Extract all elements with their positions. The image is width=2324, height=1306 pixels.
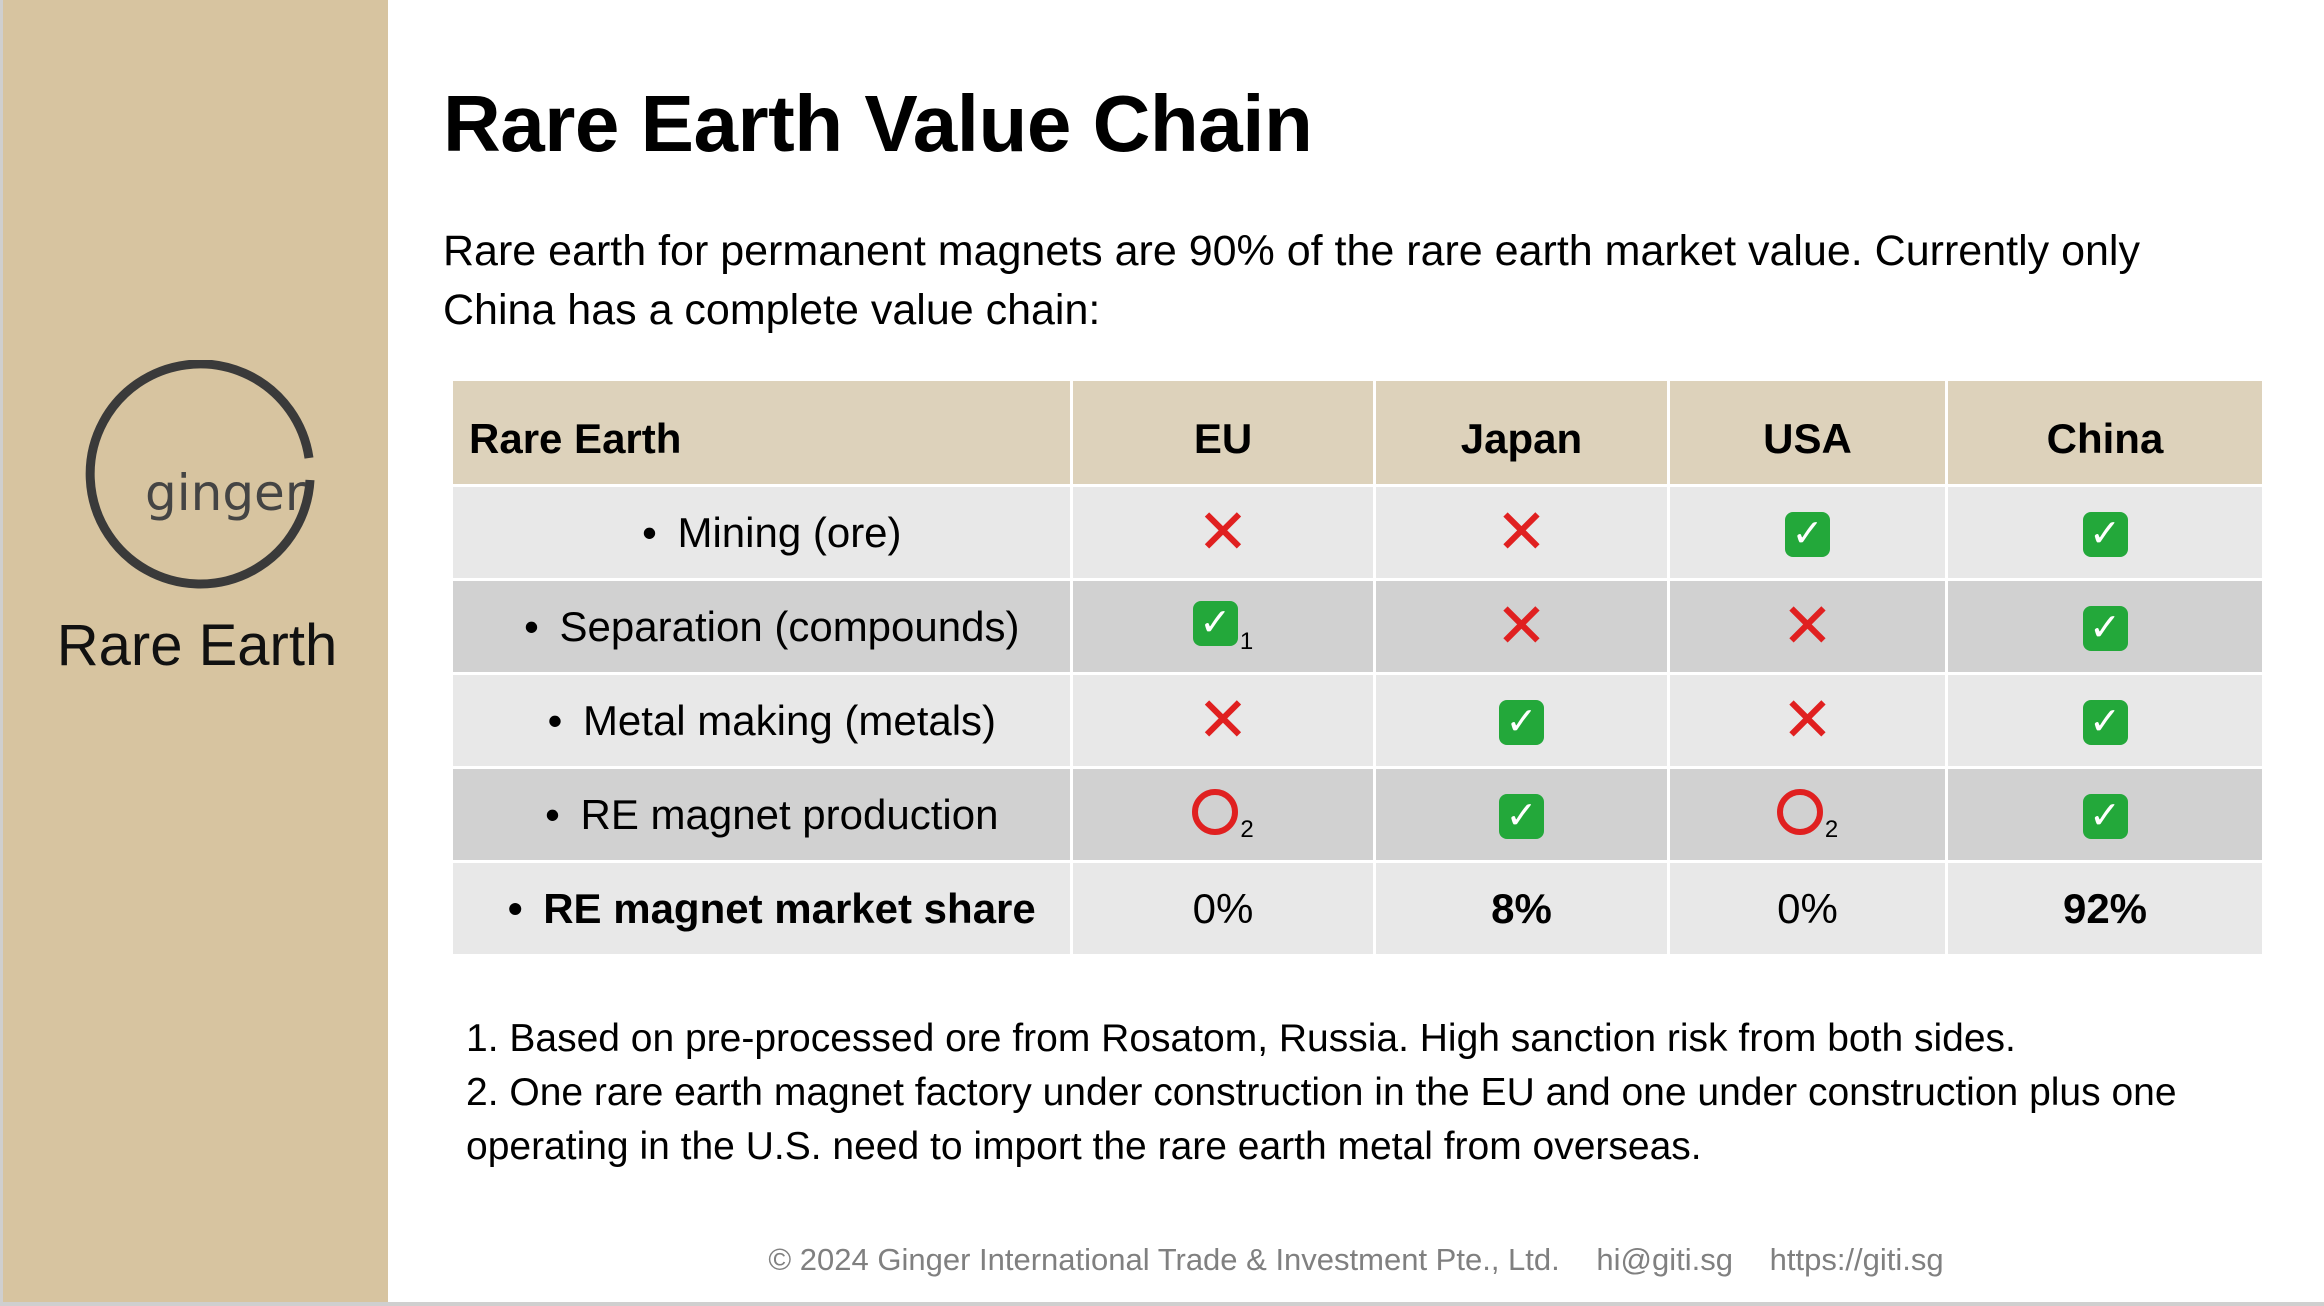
table-row: • RE magnet market share 0% 8% 0% 92% [450,860,2265,957]
table-cell: ✕ [1070,484,1376,581]
market-share-eu: 0% [1070,860,1376,957]
cross-icon: ✕ [1781,591,1834,661]
table-header-row: Rare Earth EU Japan USA China [450,378,2265,487]
check-icon: ✓ [1192,601,1238,647]
table-row: • Metal making (metals) ✕ ✓ ✕ ✓ [450,672,2265,769]
sidebar-title: Rare Earth [56,613,338,678]
bottom-divider [0,1302,2324,1306]
table-cell: ✓ [1945,766,2265,863]
row-label: • Separation (compounds) [450,578,1073,675]
bullet: • [642,508,657,556]
market-share-japan: 8% [1373,860,1670,957]
bullet: • [547,696,563,744]
sidebar: ginger Rare Earth [0,0,388,1306]
row-label-text: Separation (compounds) [559,602,1020,650]
footnotes: 1. Based on pre-processed ore from Rosat… [466,1012,2266,1174]
bullet: • [507,884,523,932]
ginger-logo: ginger [75,359,325,610]
check-icon: ✓ [2082,512,2128,558]
footnote-marker: 1 [1239,628,1254,655]
circle-icon [1776,788,1823,835]
footnote-1: 1. Based on pre-processed ore from Rosat… [466,1017,2016,1060]
table-row: • Separation (compounds) ✓ 1 ✕ ✕ ✓ [450,578,2265,675]
column-header: Rare Earth [450,378,1073,487]
table-cell: ✕ [1373,484,1670,581]
column-header: China [1945,378,2265,487]
logo-ring-icon: ginger [85,359,315,589]
intro-text: Rare earth for permanent magnets are 90%… [443,227,2140,334]
bullet: • [545,790,560,838]
cross-icon: ✕ [1197,497,1249,567]
row-label-text: RE magnet market share [543,884,1036,932]
circle-icon [1192,788,1239,835]
row-label-text: Mining (ore) [677,508,902,556]
table-row: • Mining (ore) ✕ ✕ ✓ ✓ [450,484,2265,581]
row-label: • RE magnet production [450,766,1073,863]
table-cell: ✓ [1945,672,2265,769]
table-cell: ✓ [1945,484,2265,581]
cross-icon: ✕ [1197,685,1249,755]
check-icon: ✓ [1499,794,1544,840]
cross-icon: ✕ [1495,591,1548,661]
footer-email[interactable]: hi@giti.sg [1596,1242,1733,1277]
check-icon: ✓ [2082,794,2128,840]
footer-url[interactable]: https://giti.sg [1769,1242,1944,1277]
row-label-text: RE magnet production [580,790,999,838]
page-title: Rare Earth Value Chain [443,79,1313,168]
table-row: • RE magnet production 2 ✓ 2 ✓ [450,766,2265,863]
table-cell: 2 [1667,766,1948,863]
table-cell: ✕ [1070,672,1376,769]
table-cell: ✕ [1373,578,1670,675]
column-header: Japan [1373,378,1670,487]
table-cell: ✓ [1667,484,1948,581]
footnote-marker: 2 [1240,816,1254,843]
table-cell: ✓ [1373,672,1670,769]
footnote-2: 2. One rare earth magnet factory under c… [466,1071,2177,1168]
footer-copyright: © 2024 Ginger International Trade & Inve… [768,1242,1560,1277]
footer: © 2024 Ginger International Trade & Inve… [0,1242,2324,1278]
table-cell: ✓ [1945,578,2265,675]
check-icon: ✓ [1785,512,1830,558]
cross-icon: ✕ [1495,497,1548,567]
bullet: • [524,602,539,650]
table-cell: ✕ [1667,578,1948,675]
column-header: USA [1667,378,1948,487]
table-cell: ✓ [1373,766,1670,863]
row-label-text: Metal making (metals) [582,696,997,744]
column-header: EU [1070,378,1376,487]
check-icon: ✓ [2082,606,2128,652]
check-icon: ✓ [1499,700,1544,746]
row-label: • RE magnet market share [450,860,1073,957]
value-chain-table: Rare Earth EU Japan USA China • Mining (o… [450,378,2265,957]
market-share-china: 92% [1945,860,2265,957]
check-icon: ✓ [2082,700,2128,746]
footnote-marker: 2 [1824,816,1839,843]
row-label: • Metal making (metals) [450,672,1073,769]
logo-text: ginger [145,464,306,522]
cross-icon: ✕ [1781,685,1834,755]
market-share-usa: 0% [1667,860,1948,957]
row-label: • Mining (ore) [450,484,1073,581]
table-cell: ✓ 1 [1070,578,1376,675]
table-cell: ✕ [1667,672,1948,769]
table-cell: 2 [1070,766,1376,863]
